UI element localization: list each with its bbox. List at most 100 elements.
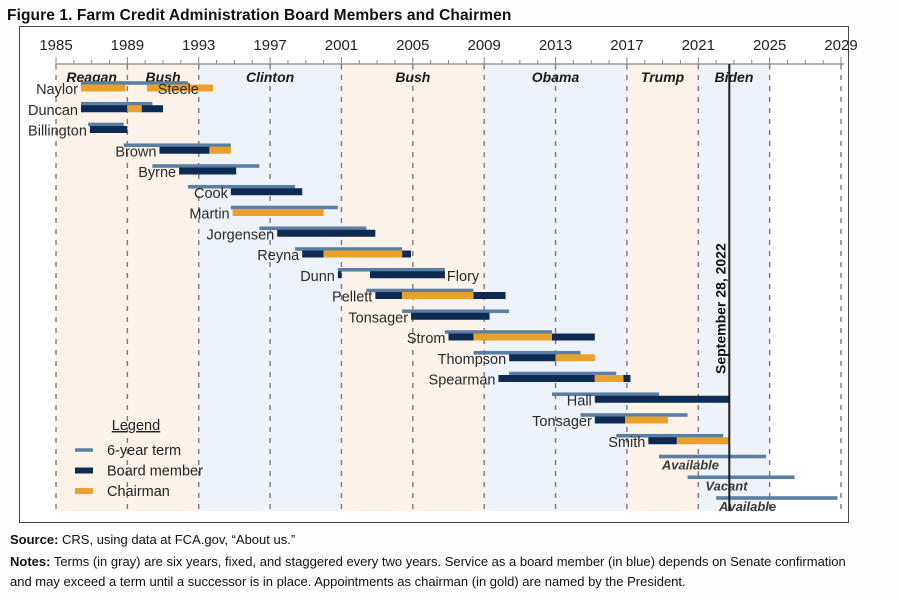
term-bar	[402, 309, 510, 314]
member-name-label: Smith	[608, 435, 645, 451]
term-bar	[230, 205, 338, 210]
president-label: Reagan	[66, 69, 117, 85]
term-bar	[337, 267, 445, 272]
member-bar	[498, 375, 595, 382]
chairman-bar	[209, 146, 231, 154]
member-bar	[230, 188, 303, 196]
chairman-bar	[594, 375, 624, 382]
president-band	[127, 64, 199, 511]
member-bar	[648, 437, 677, 445]
member-name-label: Strom	[407, 331, 446, 347]
member-bar	[337, 271, 342, 279]
member-bar	[89, 126, 128, 133]
member-name-label: Duncan	[28, 103, 78, 119]
member-name-label: Steele	[158, 82, 199, 98]
term-bar	[295, 247, 403, 251]
current-date-label: September 28, 2022	[712, 243, 728, 374]
chairman-bar	[676, 437, 730, 445]
chairman-bar	[146, 84, 213, 92]
member-name-label: Tonsager	[348, 310, 408, 326]
term-bar	[444, 330, 552, 334]
member-bar	[179, 167, 237, 175]
member-bar	[551, 333, 595, 341]
x-tick-label: 2025	[753, 37, 786, 54]
term-bar	[580, 413, 688, 417]
member-name-label: Brown	[115, 144, 156, 160]
member-bar	[277, 229, 376, 237]
legend-swatch-term	[75, 448, 93, 452]
member-name-label: Vacant	[705, 478, 748, 493]
term-bar	[259, 226, 367, 231]
member-name-label: Jorgensen	[207, 227, 275, 243]
term-bar	[616, 433, 724, 438]
president-label: Bush	[395, 69, 430, 85]
source-label: Source:	[10, 532, 59, 547]
president-label: Bush	[146, 69, 181, 85]
member-name-label: Spearman	[429, 373, 496, 389]
president-label: Obama	[532, 69, 580, 85]
term-bar	[188, 184, 296, 189]
member-name-label: Reyna	[257, 248, 300, 264]
member-name-label: Naylor	[36, 82, 78, 98]
chairman-bar	[80, 84, 126, 92]
figure-title: Figure 1. Farm Credit Administration Boa…	[7, 7, 512, 24]
member-name-label: Available	[661, 458, 719, 473]
notes: Notes: Terms (in gray) are six years, fi…	[10, 552, 870, 592]
member-name-label: Martin	[189, 207, 229, 223]
member-bar	[594, 395, 730, 403]
notes-text: Terms (in gray) are six years, fixed, an…	[10, 554, 846, 589]
legend-label: 6-year term	[107, 443, 181, 459]
x-tick-label: 1989	[111, 37, 144, 54]
term-bar	[716, 496, 838, 500]
notes-label: Notes:	[10, 554, 51, 569]
term-bar	[659, 454, 767, 459]
x-tick-label: 2013	[539, 37, 572, 54]
member-bar	[402, 250, 412, 258]
x-tick-label: 2009	[467, 37, 500, 54]
term-bar	[88, 122, 124, 127]
source-text: CRS, using data at FCA.gov, “About us.”	[58, 532, 296, 547]
member-bar	[509, 354, 556, 362]
member-name-label: Byrne	[138, 165, 176, 181]
member-bar	[594, 416, 626, 424]
member-bar	[448, 333, 474, 341]
chairman-bar	[625, 416, 668, 424]
member-bar	[141, 105, 164, 113]
term-bar	[80, 101, 153, 106]
member-name-label: Dunn	[300, 269, 335, 285]
member-bar	[411, 312, 490, 320]
term-bar	[473, 350, 581, 355]
term-bar	[687, 475, 795, 480]
member-name-label: Thompson	[438, 352, 507, 368]
legend-swatch-member	[75, 467, 93, 474]
member-bar	[375, 292, 403, 299]
legend-swatch-chairman	[75, 488, 93, 494]
term-bar	[152, 164, 260, 168]
term-bar	[80, 81, 189, 85]
member-bar	[80, 105, 128, 113]
legend-label: Board member	[107, 464, 203, 480]
chairman-bar	[323, 250, 403, 258]
president-label: Biden	[715, 69, 754, 85]
member-name-label: Pellett	[332, 290, 372, 306]
member-bar	[159, 146, 210, 154]
term-bar	[551, 392, 660, 397]
x-tick-label: 1993	[182, 37, 215, 54]
president-band	[56, 64, 128, 511]
chairman-bar	[402, 292, 474, 299]
term-bar	[123, 143, 231, 148]
term-bar	[509, 371, 617, 376]
x-tick-label: 1997	[253, 37, 286, 54]
president-label: Trump	[641, 69, 685, 85]
x-tick-label: 2017	[610, 37, 643, 54]
member-bar	[370, 271, 445, 279]
member-bar	[473, 292, 506, 299]
member-bar	[302, 250, 324, 258]
legend-title: Legend	[112, 418, 160, 434]
member-name-label: Flory	[447, 269, 480, 285]
member-name-label: Cook	[194, 186, 229, 202]
member-name-label: Tonsager	[532, 414, 592, 430]
legend-label: Chairman	[107, 484, 170, 500]
member-name-label: Billington	[28, 124, 87, 140]
